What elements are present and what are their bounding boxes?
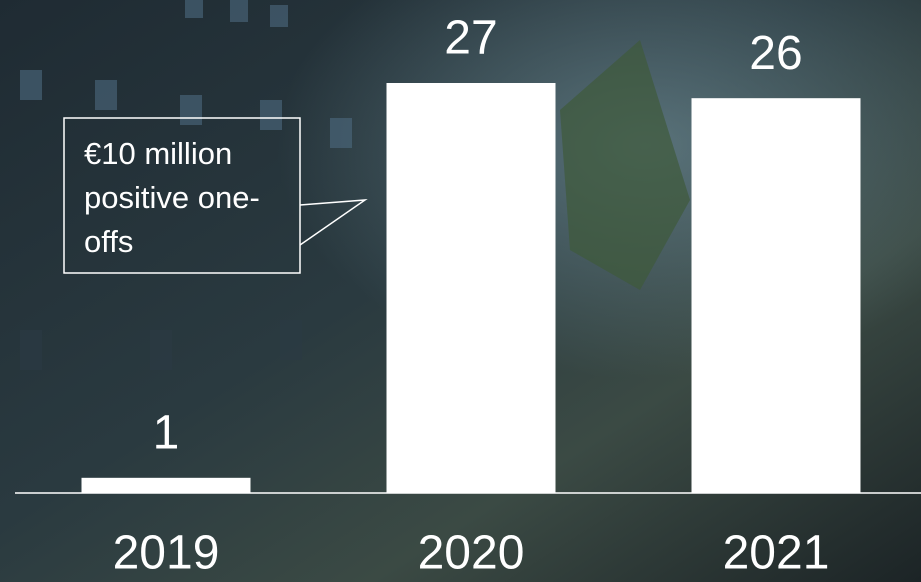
- x-tick-label: 2019: [113, 527, 220, 580]
- value-label: 27: [444, 12, 497, 65]
- annotation-box: [63, 117, 301, 274]
- value-label: 26: [749, 27, 802, 80]
- value-label: 1: [153, 406, 180, 459]
- background-shape: [560, 40, 690, 290]
- bar: [81, 477, 251, 493]
- bar: [386, 83, 556, 493]
- background-windows: [20, 0, 352, 370]
- x-tick-label: 2020: [418, 527, 525, 580]
- annotation: €10 million positive one-offs: [84, 136, 260, 259]
- x-tick-label: 2021: [723, 527, 830, 580]
- bar: [691, 98, 861, 494]
- annotation-pointer: [299, 199, 368, 246]
